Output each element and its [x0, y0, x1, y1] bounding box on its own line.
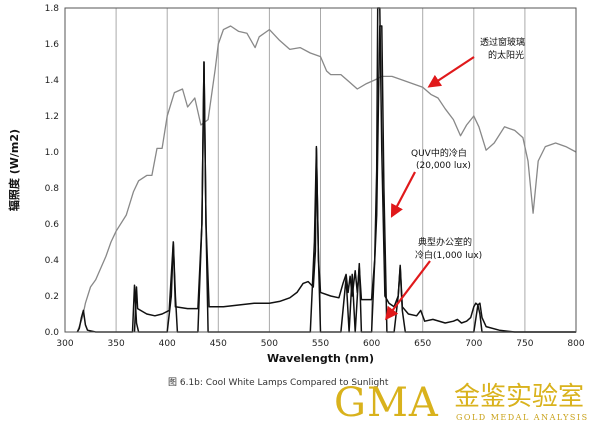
x-tick-label: 350 — [108, 339, 125, 349]
x-tick-label: 500 — [261, 339, 278, 349]
logo-chinese-text: 金鉴实验室 — [454, 382, 585, 412]
annotation-office: 典型办公室的 冷白(1,000 lux) — [385, 236, 482, 321]
gma-logo: GMA 金鉴实验室 GOLD MEDAL ANALYSIS — [334, 380, 596, 430]
grid-lines — [115, 8, 526, 332]
y-tick-label: 0.6 — [45, 220, 60, 230]
y-tick-label: 1.2 — [45, 112, 59, 122]
y-tick-label: 0.2 — [45, 292, 59, 302]
y-tick-label: 0.4 — [45, 256, 60, 266]
x-tick-label: 550 — [312, 339, 329, 349]
annotation-quv-line1: QUV中的冷白 — [411, 147, 467, 159]
x-tick-label: 450 — [210, 339, 227, 349]
annotation-quv-line2: (20,000 lux) — [416, 161, 471, 171]
series-line-0 — [76, 25, 577, 333]
x-tick-label: 400 — [159, 339, 176, 349]
logo-english-text: GOLD MEDAL ANALYSIS — [456, 413, 589, 422]
plot-frame — [64, 7, 577, 333]
spectrum-chart: 300 350 400 450 500 550 600 650 700 750 800 0.0 0.2… — [7, 4, 585, 365]
x-tick-label: 750 — [516, 339, 533, 349]
x-tick-label: 300 — [56, 339, 73, 349]
y-tick-label: 1.8 — [45, 4, 60, 14]
annotation-quv: QUV中的冷白 (20,000 lux) — [390, 147, 471, 218]
x-tick-label: 800 — [567, 339, 584, 349]
annotation-sunlight: 透过窗玻璃 的太阳光 — [427, 36, 525, 88]
x-axis-label: Wavelength (nm) — [267, 352, 374, 365]
series-layer — [76, 7, 577, 333]
y-tick-label: 1.6 — [45, 40, 60, 50]
y-tick-labels: 0.0 0.2 0.4 0.6 0.8 1.0 1.2 1.4 1.6 1.8 — [45, 4, 60, 338]
annotation-sunlight-line1: 透过窗玻璃 — [480, 36, 525, 48]
annotation-sunlight-arrow — [427, 56, 475, 88]
x-tick-labels: 300 350 400 450 500 550 600 650 700 750 800 — [56, 339, 584, 349]
annotation-sunlight-line2: 的太阳光 — [488, 49, 524, 61]
y-tick-label: 0.0 — [45, 328, 60, 338]
annotation-quv-arrow — [390, 171, 416, 218]
x-tick-label: 700 — [465, 339, 482, 349]
logo-gma-text: GMA — [334, 380, 439, 426]
y-tick-label: 1.0 — [45, 148, 60, 158]
annotation-office-line1: 典型办公室的 — [418, 236, 472, 248]
annotation-office-arrow — [385, 260, 431, 321]
y-tick-label: 1.4 — [45, 76, 60, 86]
figure-caption: 图 6.1b: Cool White Lamps Compared to Sun… — [168, 378, 389, 388]
x-tick-label: 650 — [414, 339, 431, 349]
x-tick-label: 600 — [363, 339, 380, 349]
annotation-office-line2: 冷白(1,000 lux) — [415, 249, 482, 261]
y-axis-label: 辐照度 (W/m2) — [7, 129, 21, 211]
series-line-2 — [133, 7, 576, 333]
y-tick-label: 0.8 — [45, 184, 60, 194]
